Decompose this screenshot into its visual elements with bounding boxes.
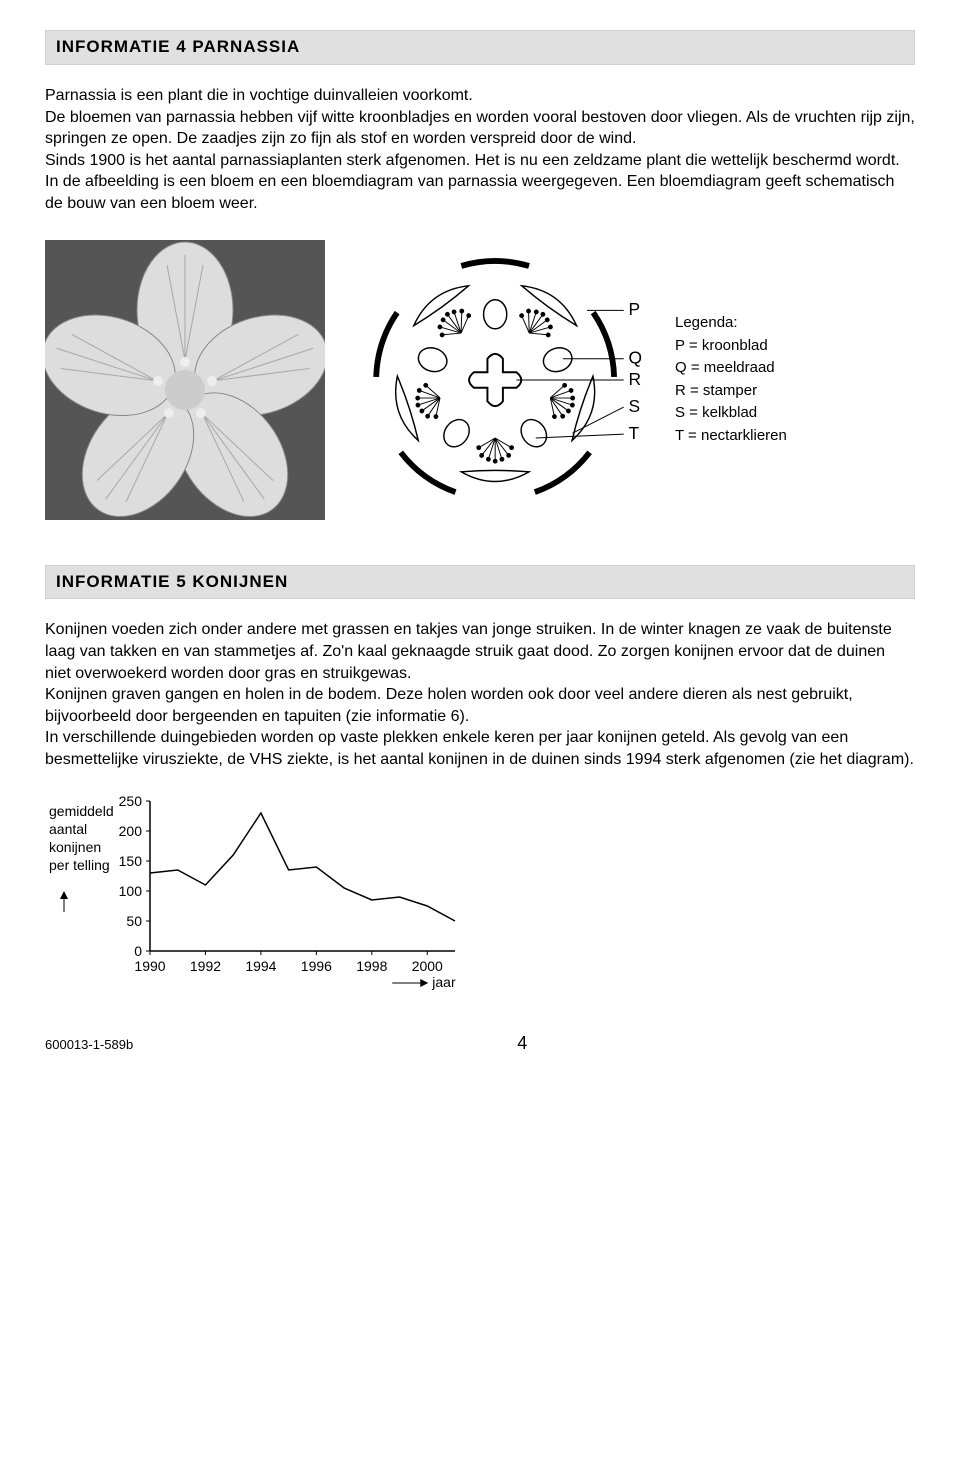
svg-text:1996: 1996 (301, 958, 332, 974)
section-5-title: INFORMATIE 5 KONIJNEN (45, 565, 915, 600)
svg-text:1998: 1998 (356, 958, 387, 974)
svg-text:100: 100 (119, 883, 143, 899)
section-4-title: INFORMATIE 4 PARNASSIA (45, 30, 915, 65)
svg-text:konijnen: konijnen (49, 839, 101, 855)
svg-text:per telling: per telling (49, 857, 110, 873)
diagram-label-T: T (629, 422, 640, 442)
flower-diagram: P Q R S T (355, 235, 645, 525)
diagram-label-P: P (629, 299, 641, 319)
svg-text:gemiddeld: gemiddeld (49, 803, 114, 819)
svg-text:250: 250 (119, 793, 143, 809)
section-5-paragraph: Konijnen voeden zich onder andere met gr… (45, 619, 915, 770)
diagram-label-Q: Q (629, 347, 643, 367)
diagram-label-R: R (629, 368, 642, 388)
svg-text:0: 0 (134, 943, 142, 959)
figure-row: P Q R S T Legenda: P = kroonblad Q = mee… (45, 235, 915, 525)
legend-item-S: S = kelkblad (675, 402, 787, 425)
svg-text:jaar: jaar (431, 974, 456, 990)
section-4-paragraph: Parnassia is een plant die in vochtige d… (45, 85, 915, 215)
footer-code: 600013-1-589b (45, 1036, 133, 1054)
legend-item-P: P = kroonblad (675, 335, 787, 358)
svg-text:1990: 1990 (134, 958, 165, 974)
rabbit-chart: 0 50 100 150 200 250 1990 1992 1994 1996 1998 2000 g… (45, 791, 465, 991)
legend-title: Legenda: (675, 312, 787, 335)
legend-item-T: T = nectarklieren (675, 425, 787, 448)
flower-photo (45, 240, 325, 520)
svg-text:150: 150 (119, 853, 143, 869)
legend: Legenda: P = kroonblad Q = meeldraad R =… (675, 312, 787, 447)
svg-text:50: 50 (126, 913, 142, 929)
footer: 600013-1-589b 4 . (45, 1031, 915, 1055)
svg-text:200: 200 (119, 823, 143, 839)
svg-text:1992: 1992 (190, 958, 221, 974)
diagram-label-S: S (629, 395, 641, 415)
svg-text:1994: 1994 (245, 958, 276, 974)
svg-text:aantal: aantal (49, 821, 87, 837)
legend-item-R: R = stamper (675, 380, 787, 403)
legend-item-Q: Q = meeldraad (675, 357, 787, 380)
svg-text:2000: 2000 (412, 958, 443, 974)
footer-page: 4 (517, 1031, 527, 1055)
